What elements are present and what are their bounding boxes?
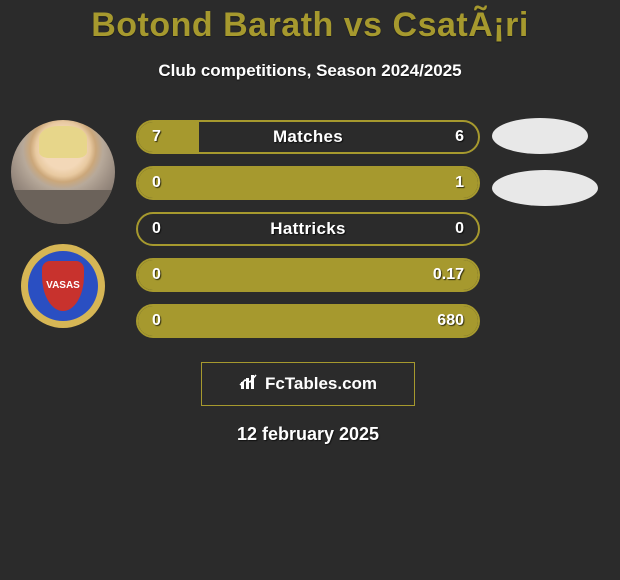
stat-fill-left [138,122,199,152]
stat-label: Matches [273,127,343,147]
club-badge: VASAS [21,244,105,328]
stat-value-right: 0 [455,220,464,238]
stat-fill [138,260,478,290]
date-text: 12 february 2025 [136,424,480,445]
page-title: Botond Barath vs CsatÃ¡ri [0,0,620,45]
stat-value-left: 0 [152,266,161,284]
stat-value-right: 1 [455,174,464,192]
page-subtitle: Club competitions, Season 2024/2025 [0,61,620,81]
stat-row: 0Goals1 [136,166,480,200]
stat-row: 0 Hattricks 0 [136,212,480,246]
opponent-ellipse-2 [492,170,598,206]
stat-value-left: 0 [152,220,161,238]
brand-text: FcTables.com [265,374,377,394]
player-avatar [11,120,115,224]
stat-value-right: 0.17 [433,266,464,284]
stat-value-left: 7 [152,128,161,146]
stat-value-right: 680 [437,312,464,330]
right-column [490,118,606,222]
stat-label: Hattricks [270,219,345,239]
brand-box[interactable]: FcTables.com [201,362,415,406]
stat-row: 0Min per goal680 [136,304,480,338]
comparison-card: Botond Barath vs CsatÃ¡ri Club competiti… [0,0,620,580]
stat-value-right: 6 [455,128,464,146]
footer-block: FcTables.com 12 february 2025 [136,350,480,445]
stat-fill [138,306,478,336]
club-badge-text: VASAS [46,281,80,291]
opponent-ellipse-1 [492,118,588,154]
club-badge-shield: VASAS [42,261,84,311]
stat-fill [138,168,478,198]
stats-list: 7Matches60Goals10Hattricks00Goals per ma… [136,120,480,350]
club-badge-inner: VASAS [28,251,98,321]
stat-value-left: 0 [152,174,161,192]
stat-value-left: 0 [152,312,161,330]
left-column: VASAS [8,120,118,328]
chart-icon [239,373,259,396]
stat-row: 7 Matches 6 [136,120,480,154]
stat-row: 0Goals per match0.17 [136,258,480,292]
